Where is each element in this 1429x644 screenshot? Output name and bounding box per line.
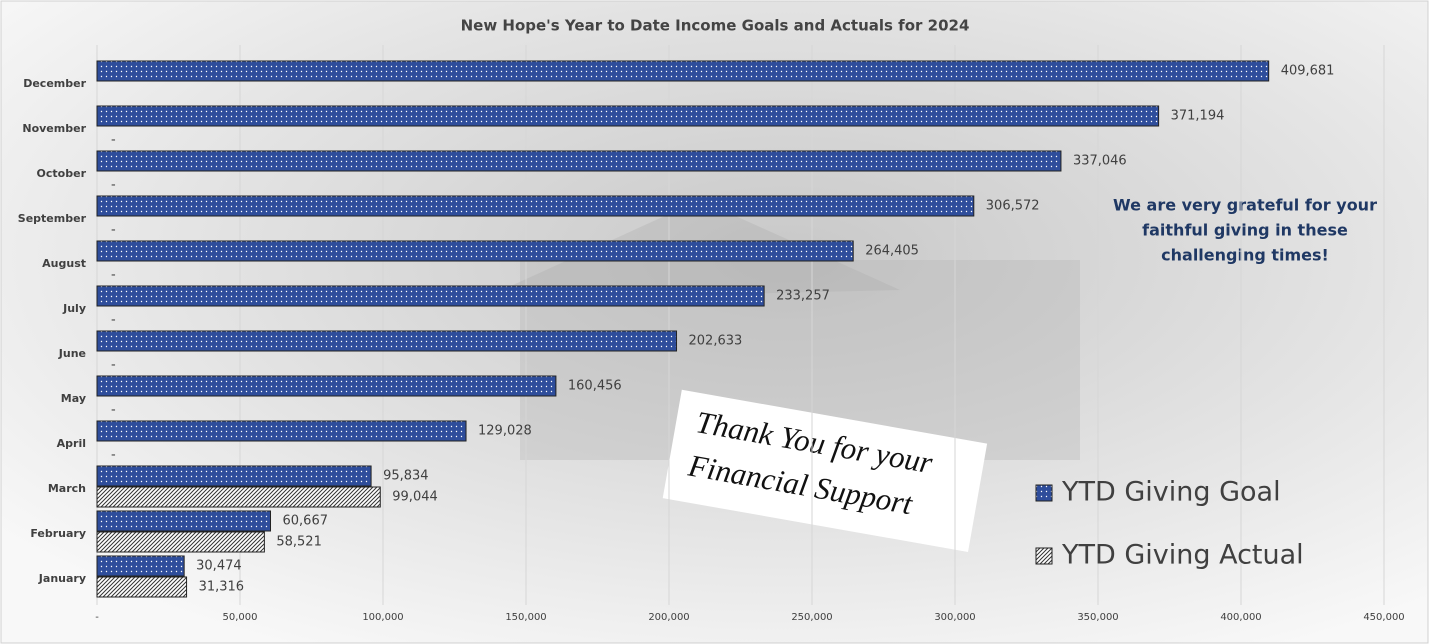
legend-label: YTD Giving Goal [1061,477,1281,508]
value-label: - [111,313,116,328]
x-tick-label: 150,000 [505,612,546,623]
y-tick-label: October [37,167,87,180]
value-label: 60,667 [283,514,329,529]
bar [96,510,272,532]
bar [96,60,1270,82]
value-label: - [111,358,116,373]
value-label: 233,257 [776,289,830,304]
x-tick-label: 300,000 [934,612,975,623]
value-label: 306,572 [986,199,1040,214]
annotation: We are very grateful for your faithful gi… [1113,196,1377,265]
value-label: - [111,403,116,418]
y-tick-label: May [61,392,86,405]
value-label: 409,681 [1281,64,1335,79]
x-tick-label: 250,000 [791,612,832,623]
chart-title: New Hope's Year to Date Income Goals and… [461,17,970,35]
card [662,389,988,552]
value-label: 31,316 [199,580,245,595]
value-label: 129,028 [478,424,532,439]
y-tick-label: January [38,572,86,585]
y-tick-label: November [22,122,86,135]
legend-swatch [1035,547,1053,565]
annotation-line: challenging times! [1161,246,1329,265]
legend-swatch [1035,484,1053,502]
legend-label: YTD Giving Actual [1061,540,1304,571]
bar [96,150,1062,172]
bar [96,195,975,217]
bar [96,375,557,397]
value-label: 337,046 [1073,154,1127,169]
y-tick-label: September [18,212,87,225]
x-tick-label: 200,000 [648,612,689,623]
x-tick-label: - [95,612,99,623]
x-tick-label: 50,000 [223,612,258,623]
value-label: 264,405 [865,244,919,259]
y-tick-label: March [48,482,86,495]
annotation-line: faithful giving in these [1142,221,1348,240]
value-label: 99,044 [392,490,438,505]
value-label: 95,834 [383,469,429,484]
y-tick-label: June [58,347,86,360]
bar [96,105,1160,127]
bar [96,330,678,352]
bar [96,465,372,487]
y-tick-label: April [57,437,86,450]
y-tick-label: August [42,257,86,270]
bar [96,531,265,553]
x-tick-label: 100,000 [362,612,403,623]
y-tick-label: July [62,302,86,315]
value-label: 371,194 [1171,109,1225,124]
bar [96,420,467,442]
value-label: 160,456 [568,379,622,394]
x-tick-label: 400,000 [1220,612,1261,623]
bar [96,240,854,262]
value-label: - [111,178,116,193]
value-label: 202,633 [689,334,743,349]
y-tick-label: February [30,527,86,540]
y-tick-label: December [23,77,86,90]
x-tick-label: 450,000 [1363,612,1404,623]
value-label: 58,521 [276,535,322,550]
value-label: - [111,133,116,148]
x-tick-label: 350,000 [1077,612,1118,623]
annotation-line: We are very grateful for your [1113,196,1377,215]
bar [96,285,765,307]
value-label: 30,474 [196,559,242,574]
value-label: - [111,448,116,463]
value-label: - [111,268,116,283]
bar [96,486,381,508]
value-label: - [111,223,116,238]
bar [96,555,185,577]
bar [96,576,188,598]
